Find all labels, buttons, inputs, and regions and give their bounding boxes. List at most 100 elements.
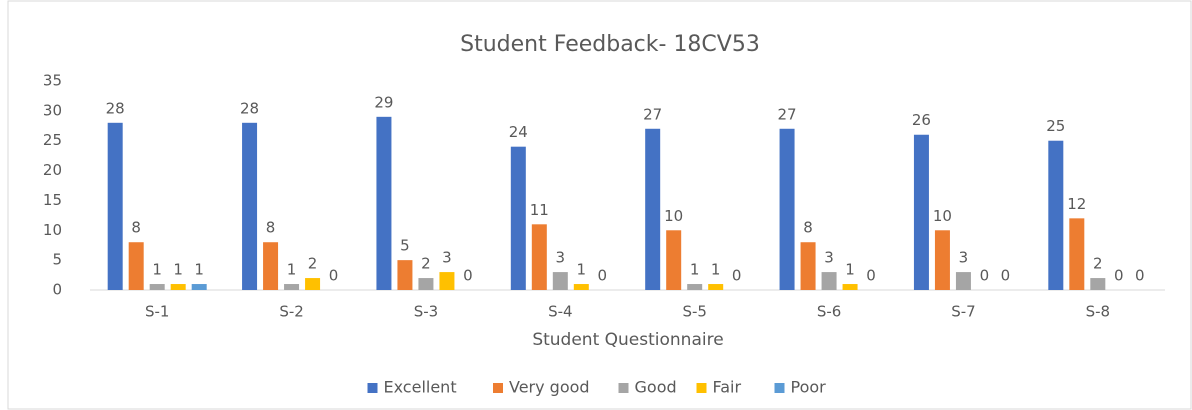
value-label: 5 xyxy=(400,237,410,255)
value-label: 3 xyxy=(556,249,566,267)
legend-label: Good xyxy=(635,378,677,397)
bar xyxy=(284,284,300,290)
bar xyxy=(842,284,858,290)
legend-swatch xyxy=(774,383,785,393)
bar xyxy=(418,278,434,290)
x-tick-label: S-4 xyxy=(548,303,572,321)
y-tick-label: 10 xyxy=(43,221,62,239)
value-label: 29 xyxy=(374,93,393,111)
value-label: 27 xyxy=(643,105,662,123)
bar xyxy=(779,128,795,290)
bar xyxy=(305,278,321,290)
x-tick-label: S-7 xyxy=(951,303,975,321)
y-tick-label: 20 xyxy=(43,161,62,179)
bar xyxy=(955,272,971,290)
value-label: 10 xyxy=(933,207,952,225)
value-label: 1 xyxy=(845,261,855,279)
bar xyxy=(913,134,929,290)
x-tick-label: S-5 xyxy=(682,303,706,321)
x-axis-label: Student Questionnaire xyxy=(532,330,723,350)
value-label: 8 xyxy=(131,219,141,237)
bar xyxy=(531,224,547,290)
value-label: 3 xyxy=(959,249,969,267)
y-tick-label: 0 xyxy=(52,281,62,299)
bar xyxy=(510,146,526,290)
value-label: 11 xyxy=(530,201,549,219)
bar xyxy=(1048,140,1064,290)
legend-label: Poor xyxy=(791,378,827,397)
bar xyxy=(800,242,816,290)
value-label: 2 xyxy=(1093,255,1103,273)
value-label: 28 xyxy=(240,99,259,117)
y-tick-label: 35 xyxy=(43,72,62,90)
value-label: 1 xyxy=(577,261,587,279)
x-tick-label: S-1 xyxy=(145,303,169,321)
legend-swatch xyxy=(696,383,707,393)
bar xyxy=(666,230,682,290)
bar xyxy=(242,122,258,290)
value-label: 0 xyxy=(1114,267,1124,285)
value-label: 1 xyxy=(173,261,183,279)
y-tick-label: 15 xyxy=(43,191,62,209)
legend-swatch xyxy=(618,383,629,393)
value-label: 0 xyxy=(732,267,742,285)
value-label: 0 xyxy=(980,267,990,285)
value-label: 27 xyxy=(778,105,797,123)
value-label: 28 xyxy=(106,99,125,117)
bar xyxy=(376,116,392,290)
value-label: 0 xyxy=(1001,267,1011,285)
bar xyxy=(107,122,123,290)
legend-label: Excellent xyxy=(384,378,457,397)
y-tick-label: 30 xyxy=(43,101,62,119)
chart-title: Student Feedback- 18CV53 xyxy=(460,32,760,57)
x-tick-label: S-6 xyxy=(817,303,841,321)
x-tick-label: S-8 xyxy=(1086,303,1110,321)
bar xyxy=(128,242,144,290)
value-label: 1 xyxy=(152,261,162,279)
x-tick-label: S-2 xyxy=(279,303,303,321)
bar xyxy=(1069,218,1085,290)
chart-border xyxy=(7,0,1192,410)
bar xyxy=(439,272,455,290)
value-label: 1 xyxy=(711,261,721,279)
value-label: 8 xyxy=(266,219,276,237)
value-label: 0 xyxy=(329,267,339,285)
value-label: 1 xyxy=(690,261,700,279)
bar xyxy=(708,284,724,290)
value-label: 0 xyxy=(463,267,473,285)
y-tick-label: 5 xyxy=(52,251,62,269)
bar xyxy=(170,284,186,290)
bar xyxy=(821,272,837,290)
bar xyxy=(1090,278,1106,290)
value-label: 2 xyxy=(421,255,431,273)
legend-swatch xyxy=(493,383,503,393)
value-label: 0 xyxy=(598,267,608,285)
bar xyxy=(645,128,661,290)
value-label: 10 xyxy=(664,207,683,225)
value-label: 26 xyxy=(912,111,931,129)
legend-label: Fair xyxy=(713,378,742,397)
bar xyxy=(552,272,568,290)
value-label: 25 xyxy=(1046,117,1065,135)
bar xyxy=(191,284,207,290)
bar xyxy=(687,284,703,290)
value-label: 12 xyxy=(1067,195,1086,213)
bar xyxy=(934,230,950,290)
bar xyxy=(397,260,413,290)
y-tick-label: 25 xyxy=(43,131,62,149)
value-label: 1 xyxy=(287,261,297,279)
value-label: 1 xyxy=(194,261,204,279)
x-tick-label: S-3 xyxy=(414,303,438,321)
bar xyxy=(263,242,279,290)
value-label: 3 xyxy=(442,249,452,267)
value-label: 0 xyxy=(866,267,876,285)
value-label: 8 xyxy=(803,219,813,237)
value-label: 24 xyxy=(509,123,528,141)
legend-label: Very good xyxy=(509,378,590,397)
legend-swatch xyxy=(367,383,378,393)
bar xyxy=(573,284,589,290)
value-label: 2 xyxy=(308,255,318,273)
value-label: 3 xyxy=(824,249,834,267)
bar xyxy=(149,284,165,290)
